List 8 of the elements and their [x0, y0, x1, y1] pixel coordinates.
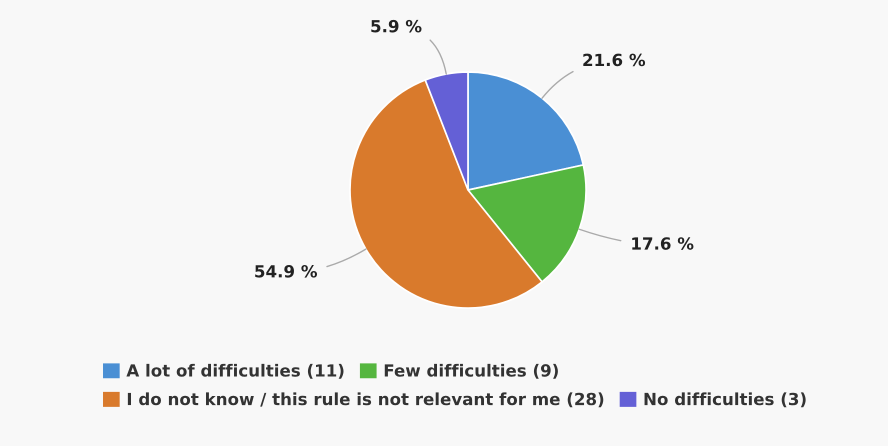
legend-label: No difficulties (3) — [644, 392, 806, 408]
legend-label: I do not know / this rule is not relevant for me (28) — [128, 392, 604, 408]
data-label: 17.6 % — [632, 237, 694, 250]
legend-label: Few difficulties (9) — [384, 364, 558, 379]
data-label: 5.9 % — [371, 20, 422, 32]
legend-label: A lot of difficulties (11) — [126, 364, 344, 379]
data-label: 54.9 % — [255, 264, 318, 278]
data-label: 21.6 % — [583, 54, 646, 66]
